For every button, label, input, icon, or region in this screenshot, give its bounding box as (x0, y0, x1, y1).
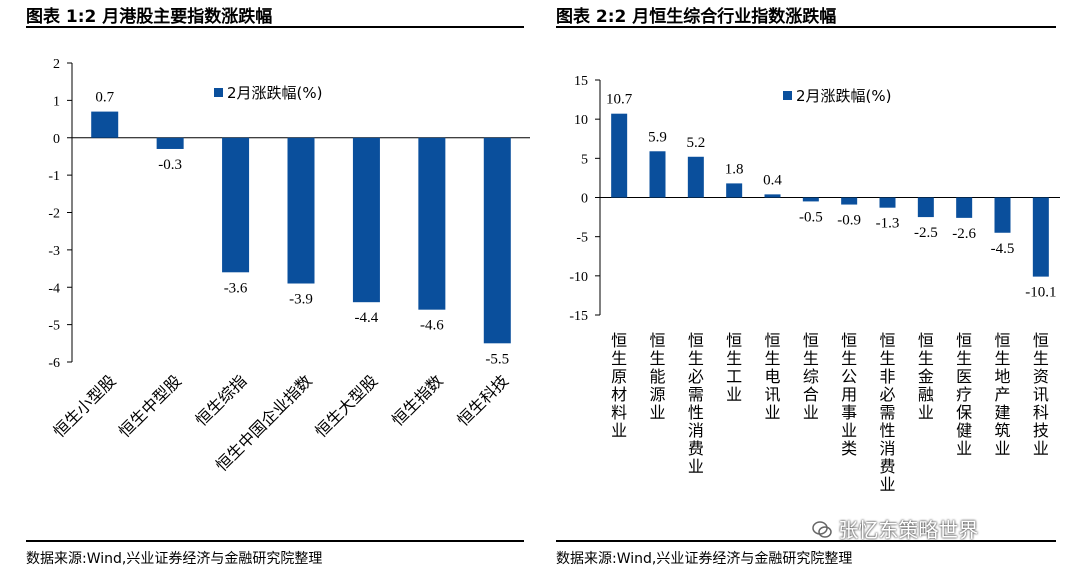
right-y-tick-label: 15 (574, 74, 588, 89)
right-title-rule (556, 26, 1056, 28)
left-y-tick-label: -1 (48, 169, 60, 184)
left-bar (156, 137, 184, 149)
right-bar (841, 197, 858, 205)
left-source-note: 数据来源:Wind,兴业证券经济与金融研究院整理 (26, 551, 323, 567)
left-category-label: 恒生综指 (192, 371, 251, 430)
right-data-label: -1.3 (876, 216, 900, 232)
left-bar (483, 137, 511, 344)
right-y-tick-label: -15 (569, 309, 588, 324)
right-data-label: 10.7 (606, 92, 633, 108)
right-bar (649, 151, 666, 198)
right-source-note: 数据来源:Wind,兴业证券经济与金融研究院整理 (556, 551, 853, 567)
left-legend-swatch (214, 88, 223, 97)
right-category-label: 恒生地产建筑业 (994, 331, 1010, 458)
left-y-tick-label: -2 (48, 207, 60, 222)
left-y-tick-label: 0 (53, 132, 60, 147)
right-category-label: 恒生必需性消费业 (688, 331, 704, 476)
wechat-icon (812, 521, 832, 538)
right-y-tick-label: -10 (569, 270, 588, 285)
left-data-label: -3.9 (289, 292, 313, 308)
right-data-label: 5.2 (686, 135, 705, 151)
left-y-tick-label: 1 (53, 94, 60, 109)
right-bar (879, 197, 896, 208)
left-bar (287, 137, 315, 284)
left-y-tick-label: -6 (48, 356, 60, 371)
right-bar (726, 183, 743, 198)
left-source-rule (26, 540, 524, 542)
right-bar (764, 194, 781, 198)
right-category-label: 恒生金融业 (918, 331, 934, 422)
right-data-label: 5.9 (648, 129, 667, 145)
right-category-label: 恒生能源业 (649, 331, 665, 422)
left-bar (222, 137, 250, 273)
right-y-tick-label: 10 (574, 113, 588, 128)
wechat-watermark: 张忆东策略世界 (812, 514, 978, 543)
right-y-tick-label: -5 (576, 231, 588, 246)
left-legend-label: 2月涨跌幅(%) (227, 84, 323, 102)
right-data-label: -2.6 (952, 226, 976, 242)
watermark-text: 张忆东策略世界 (838, 518, 979, 542)
right-bar (994, 197, 1011, 233)
left-data-label: -0.3 (158, 157, 182, 173)
right-legend-label: 2月涨跌幅(%) (796, 87, 892, 105)
right-category-label: 恒生医疗保健业 (956, 331, 972, 458)
right-y-tick-label: 0 (581, 192, 588, 207)
left-data-label: 0.7 (95, 90, 114, 106)
left-title-rule (26, 26, 524, 28)
right-bar (1032, 197, 1049, 277)
right-data-label: -0.9 (837, 213, 861, 229)
right-data-label: 1.8 (725, 161, 744, 177)
left-bar (352, 137, 380, 303)
right-data-label: -4.5 (991, 241, 1015, 257)
left-data-label: -5.5 (485, 351, 509, 367)
right-data-label: -0.5 (799, 209, 823, 225)
left-bar (418, 137, 446, 310)
right-data-label: 0.4 (763, 172, 782, 188)
left-category-label: 恒生科技 (453, 371, 512, 430)
right-y-tick-label: 5 (581, 152, 588, 167)
right-category-label: 恒生工业 (726, 331, 742, 404)
left-data-label: -3.6 (224, 280, 248, 296)
right-chart-title: 图表 2:2 月恒生综合行业指数涨跌幅 (556, 7, 837, 27)
left-data-label: -4.4 (355, 310, 379, 326)
left-y-tick-label: -3 (48, 244, 60, 259)
left-category-label: 恒生大型股 (311, 371, 381, 441)
right-category-label: 恒生非必需性消费业 (879, 331, 895, 494)
left-y-tick-label: 2 (53, 57, 60, 72)
left-y-tick-label: -5 (48, 319, 60, 334)
left-chart-title: 图表 1:2 月港股主要指数涨跌幅 (26, 7, 273, 27)
left-bar (91, 111, 119, 138)
right-data-label: -10.1 (1025, 285, 1056, 301)
right-legend-swatch (783, 91, 792, 100)
left-category-label: 恒生小型股 (50, 371, 120, 441)
right-data-label: -2.5 (914, 225, 938, 241)
right-category-label: 恒生资讯科技业 (1033, 331, 1049, 458)
right-source-rule (556, 540, 1056, 542)
right-bar (917, 197, 934, 218)
left-category-label: 恒生中型股 (115, 371, 185, 441)
right-category-label: 恒生原材料业 (611, 331, 627, 440)
right-bar (611, 113, 628, 198)
right-category-label: 恒生公用事业类 (841, 331, 857, 458)
right-bar (802, 197, 819, 202)
right-bar (956, 197, 973, 218)
left-data-label: -4.6 (420, 318, 444, 334)
left-category-label: 恒生指数 (388, 371, 447, 430)
right-category-label: 恒生电讯业 (764, 331, 780, 422)
left-y-tick-label: -4 (48, 281, 60, 296)
right-category-label: 恒生综合业 (803, 331, 819, 422)
right-bar (687, 156, 704, 198)
